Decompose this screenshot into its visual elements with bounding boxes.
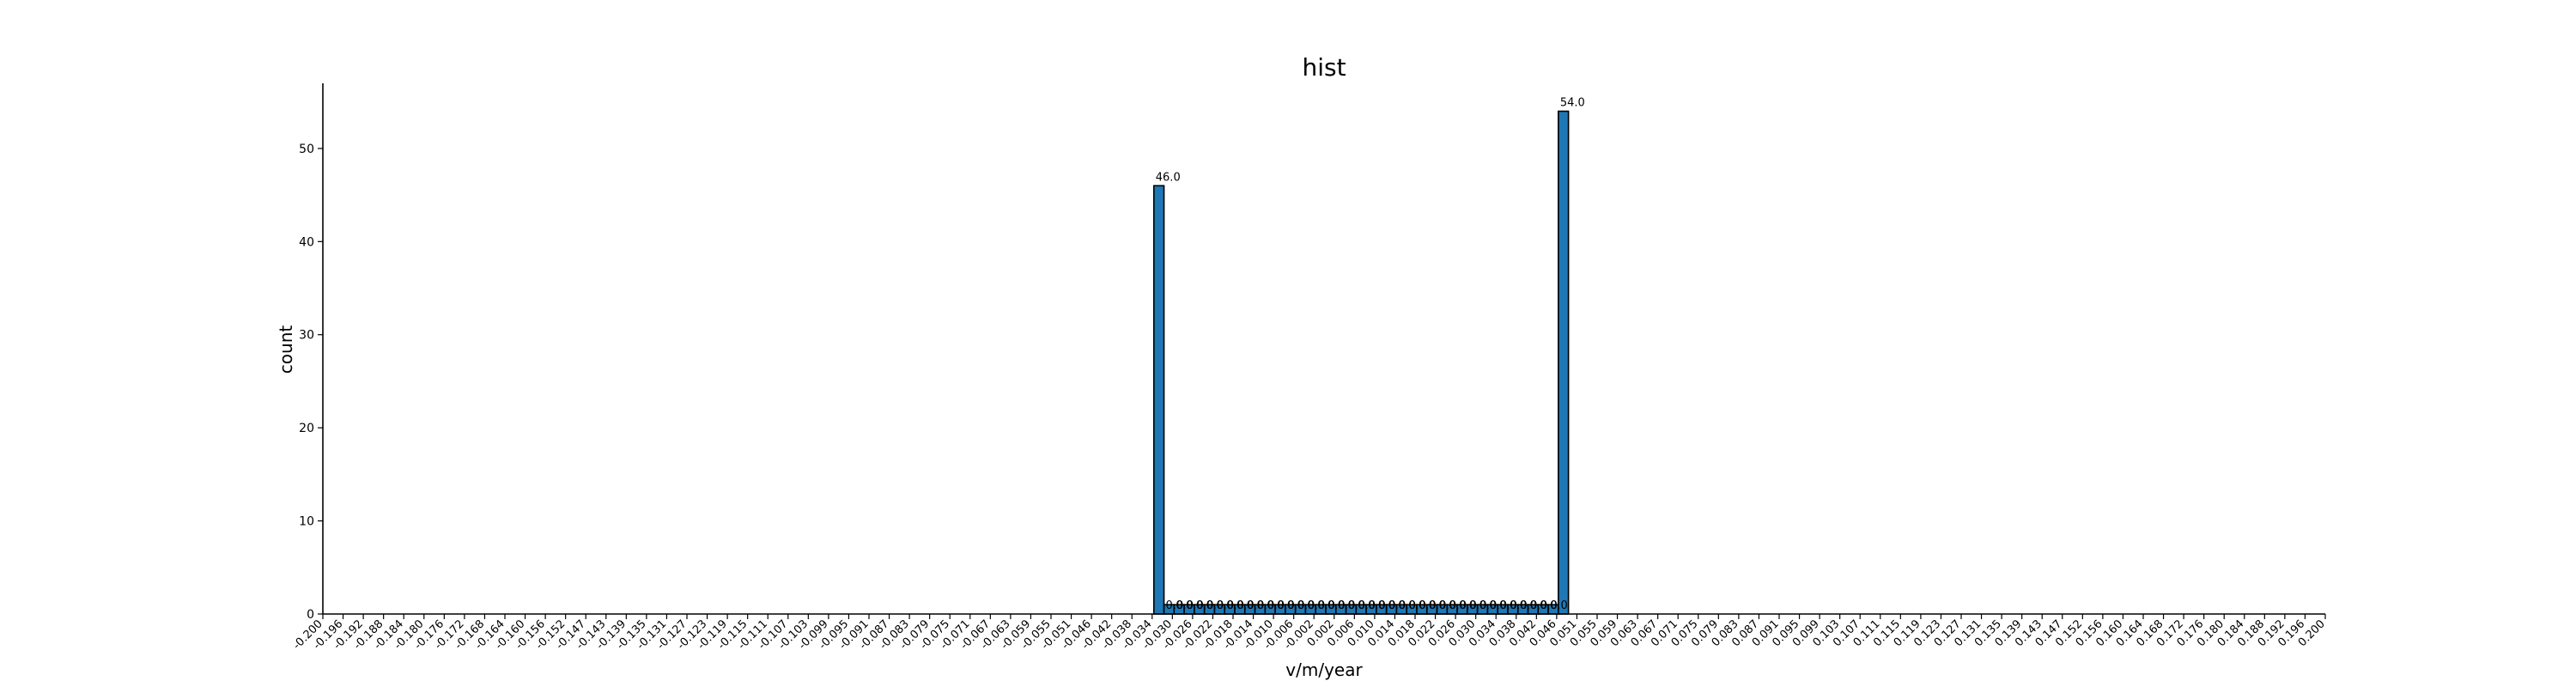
- y-tick-label: 30: [299, 329, 314, 343]
- bar-value-label: 0.0: [1338, 599, 1356, 612]
- bar-value-label: 0.0: [1358, 599, 1376, 612]
- bar-value-label: 0.0: [1277, 599, 1295, 612]
- bar-value-label: 0.0: [1267, 599, 1285, 612]
- bar-value-label: 0.0: [1368, 599, 1386, 612]
- bar-value-label: 0.0: [1247, 599, 1265, 612]
- bar: [1152, 185, 1165, 615]
- bar-value-label: 0.0: [1479, 599, 1498, 612]
- y-axis-title: count: [276, 325, 296, 374]
- bar-value-label: 0.0: [1408, 599, 1426, 612]
- y-tick-label: 50: [299, 143, 314, 156]
- bar-value-label: 0.0: [1429, 599, 1447, 612]
- x-axis-title: v/m/year: [1285, 660, 1363, 680]
- bar-value-label: 0.0: [1186, 599, 1204, 612]
- bar-value-label: 0.0: [1307, 599, 1325, 612]
- bar-value-label: 0.0: [1196, 599, 1214, 612]
- y-ticks-group: 0 10 20 30 40 50: [299, 143, 323, 622]
- bar-value-label: 0.0: [1287, 599, 1305, 612]
- bar-value-label: 0.0: [1176, 599, 1194, 612]
- bar-value-label: 0.0: [1327, 599, 1346, 612]
- bar-value-label: 0.0: [1297, 599, 1315, 612]
- x-ticks-group: -0.200-0.196-0.192-0.188-0.184-0.180-0.1…: [291, 614, 2328, 652]
- bar-value-label: 0.0: [1348, 599, 1366, 612]
- data-labels-group: 46.00.00.00.00.00.00.00.00.00.00.00.00.0…: [1156, 97, 1585, 612]
- y-tick-label: 20: [299, 422, 314, 435]
- bar-value-label: 0.0: [1510, 599, 1528, 612]
- bar-value-label: 0.0: [1216, 599, 1234, 612]
- bar: [1558, 110, 1570, 615]
- bar-value-label: 0.0: [1499, 599, 1517, 612]
- bar-value-label: 0.0: [1378, 599, 1396, 612]
- bar-value-label: 0.0: [1530, 599, 1548, 612]
- bar-value-label: 0.0: [1206, 599, 1224, 612]
- chart-title: hist: [1302, 53, 1346, 82]
- bar-value-label: 0.0: [1388, 599, 1406, 612]
- bar-value-label: 0.0: [1550, 599, 1568, 612]
- bar-value-label: 0.0: [1226, 599, 1244, 612]
- bar-value-label: 46.0: [1156, 171, 1181, 184]
- bar-value-label: 0.0: [1540, 599, 1558, 612]
- bar-value-label: 0.0: [1166, 599, 1184, 612]
- bar-value-label: 54.0: [1560, 97, 1585, 110]
- bar-value-label: 0.0: [1459, 599, 1477, 612]
- bar-value-label: 0.0: [1489, 599, 1507, 612]
- y-tick-label: 40: [299, 235, 314, 249]
- bar-value-label: 0.0: [1257, 599, 1275, 612]
- bar-value-label: 0.0: [1419, 599, 1437, 612]
- bar-value-label: 0.0: [1236, 599, 1255, 612]
- y-tick-label: 10: [299, 515, 314, 529]
- bar-value-label: 0.0: [1449, 599, 1467, 612]
- bar-value-label: 0.0: [1520, 599, 1538, 612]
- bar-value-label: 0.0: [1317, 599, 1335, 612]
- bar-value-label: 0.0: [1469, 599, 1487, 612]
- bar-value-label: 0.0: [1398, 599, 1416, 612]
- bars-group: [1152, 110, 1570, 615]
- y-tick-label: 0: [307, 608, 314, 622]
- bar-value-label: 0.0: [1439, 599, 1457, 612]
